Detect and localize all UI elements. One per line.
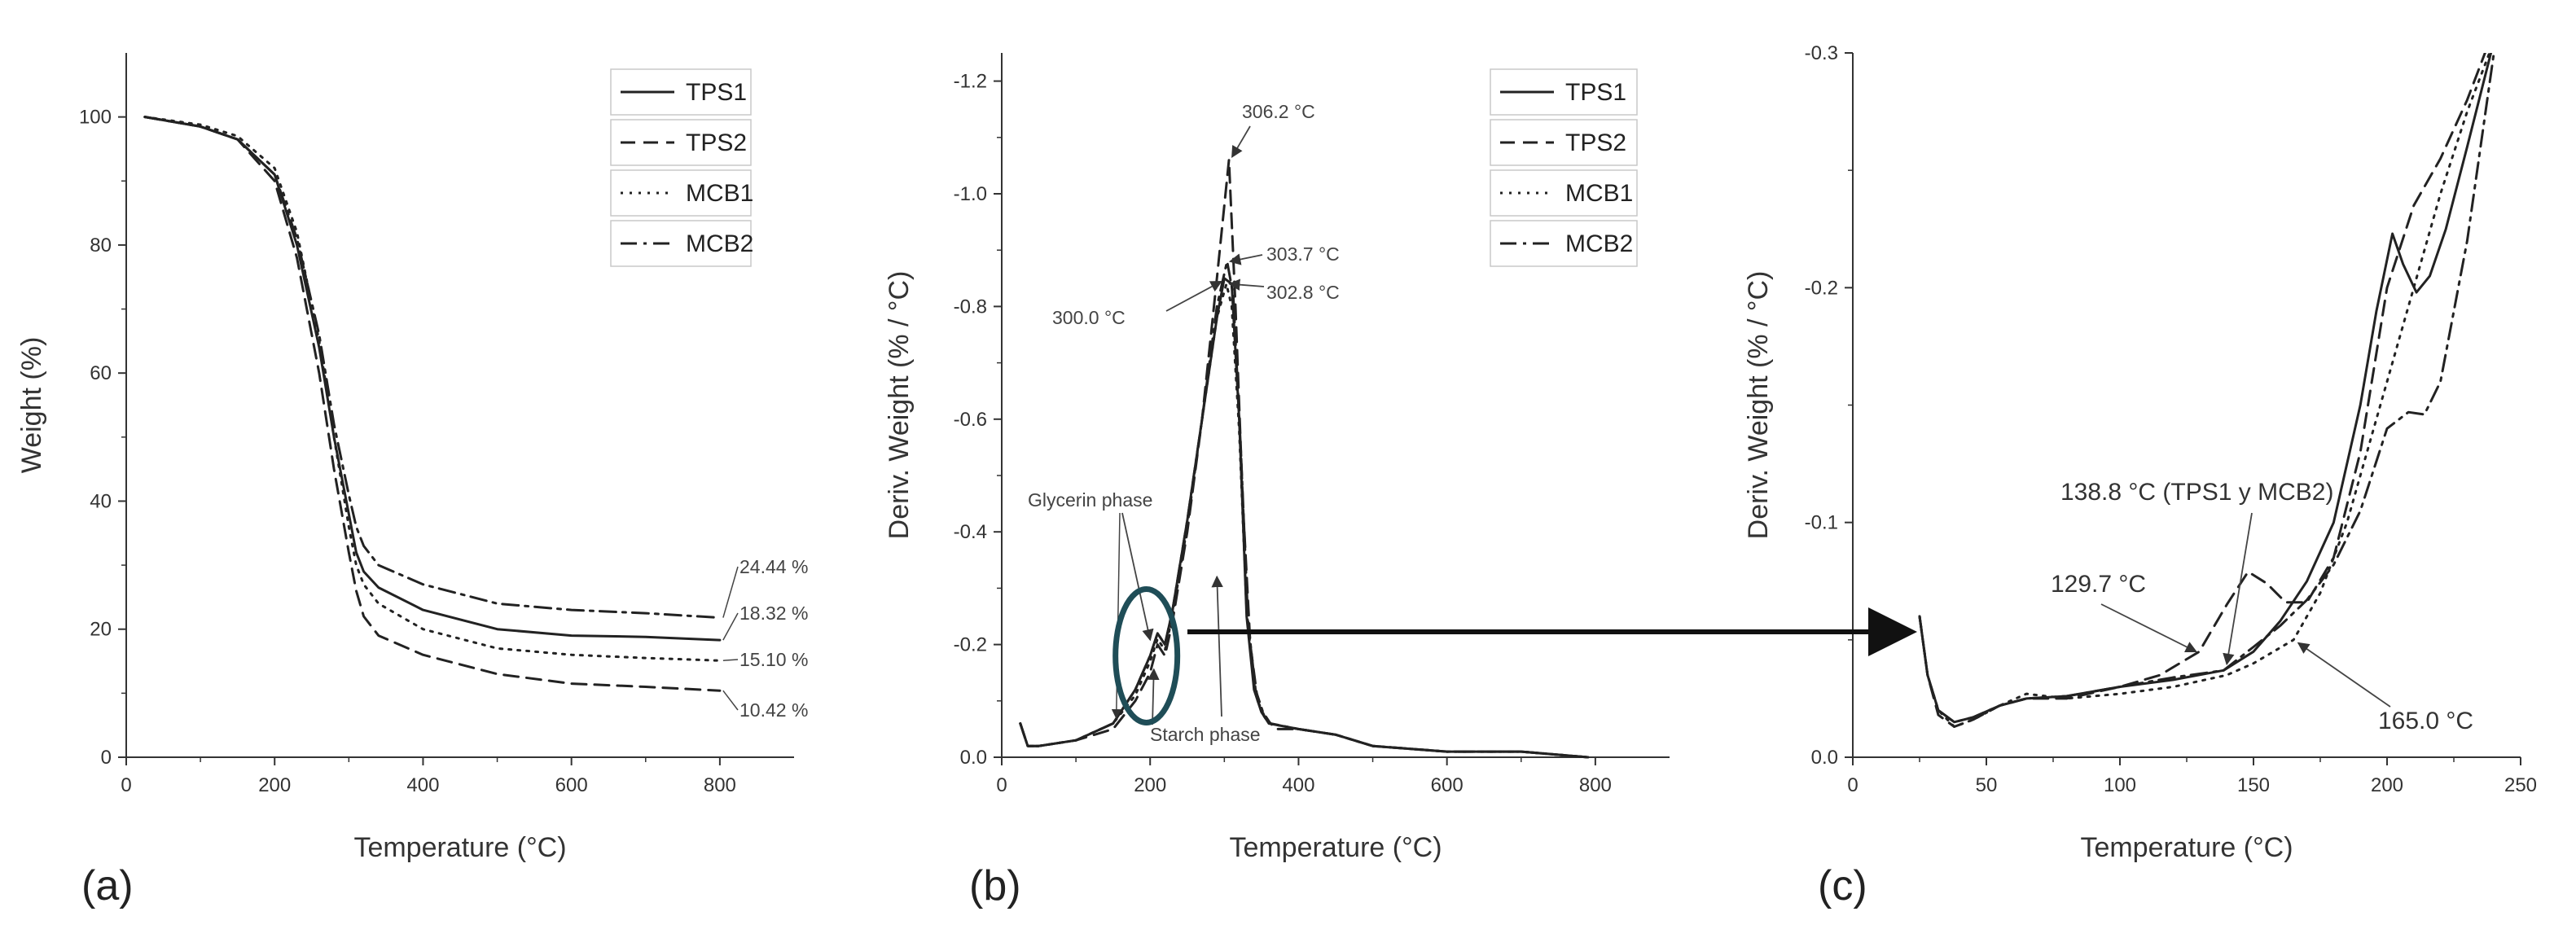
end-value-annotation: 18.32 %	[739, 603, 808, 624]
onset-pointer-tps1-mcb2	[2223, 512, 2253, 666]
onset-annotation-tps1-mcb2: 138.8 °C (TPS1 y MCB2)	[2060, 479, 2333, 506]
peak-pointer-mcb2	[1228, 253, 1263, 265]
panel-a: 0 200 400 600 800 0 20 40 60 80 100 Temperature (°C…	[16, 53, 808, 910]
annotation-leader	[722, 612, 739, 641]
panel-c: 0 50 100 150 200 250 0.0 -0.1 -0.2 -0.3 Temperatur…	[1743, 42, 2537, 910]
y-tick-label: 100	[79, 107, 112, 129]
series-line-tps2	[143, 116, 722, 692]
peak-pointer-mcb1	[1228, 278, 1265, 291]
legend-label-mcb2: MCB2	[686, 230, 753, 257]
end-value-annotation: 15.10 %	[739, 649, 808, 670]
series-line-mcb1	[1019, 283, 1590, 759]
y-tick-label: 40	[90, 490, 112, 512]
onset-annotation-tps2: 129.7 °C	[2051, 571, 2146, 598]
x-tick-label: 150	[2237, 774, 2270, 796]
onset-pointer-mcb1	[2297, 642, 2391, 708]
starch-pointer-2	[1148, 668, 1160, 725]
legend-label-mcb1: MCB1	[1565, 180, 1633, 207]
y-tick-label: 20	[90, 619, 112, 641]
legend-label-tps1: TPS1	[686, 79, 747, 106]
y-tick-label: -0.2	[1805, 277, 1838, 299]
y-tick-label: -1.2	[954, 71, 987, 93]
x-tick-label: 100	[2104, 774, 2136, 796]
series-line-mcb1	[1918, 53, 2491, 728]
legend-label-tps2: TPS2	[686, 129, 747, 156]
annotation-leader	[722, 566, 739, 618]
y-tick-label: -1.0	[954, 183, 987, 205]
series-line-mcb2	[1918, 53, 2495, 724]
x-tick-label: 800	[1579, 774, 1612, 796]
onset-pointer-tps2	[2100, 603, 2198, 653]
panel-label: (a)	[81, 862, 134, 910]
x-tick-label: 800	[704, 774, 736, 796]
y-axis-label: Weight (%)	[16, 337, 47, 474]
y-axis-label: Deriv. Weight (% / °C)	[884, 271, 915, 540]
x-tick-label: 200	[2371, 774, 2403, 796]
peak-pointer-tps1	[1165, 280, 1222, 312]
legend-entry-box	[610, 169, 752, 217]
x-tick-label: 200	[258, 774, 291, 796]
x-tick-label: 0	[121, 774, 131, 796]
y-tick-label: -0.1	[1805, 512, 1838, 534]
peak-pointer-tps2	[1231, 125, 1251, 159]
x-tick-label: 0	[996, 774, 1007, 796]
x-axis-label: Temperature (°C)	[353, 832, 566, 863]
series-line-mcb2	[143, 116, 722, 620]
peak-annotation-tps2: 306.2 °C	[1242, 101, 1315, 122]
y-tick-label: 80	[90, 234, 112, 256]
y-tick-label: -0.6	[954, 409, 987, 431]
x-axis-label: Temperature (°C)	[1229, 832, 1442, 863]
legend-label-mcb2: MCB2	[1565, 230, 1633, 257]
y-tick-label: -0.2	[954, 634, 987, 656]
glycerin-pointer-1	[1121, 512, 1154, 642]
starch-phase-label: Starch phase	[1150, 724, 1261, 745]
y-tick-label: -0.8	[954, 296, 987, 318]
panel-label: (c)	[1818, 862, 1867, 910]
series-line-tps2	[1918, 53, 2486, 728]
y-tick-label: 0	[101, 747, 112, 769]
legend-entry-box	[1490, 169, 1638, 217]
x-tick-label: 50	[1976, 774, 1998, 796]
peak-annotation-tps1: 300.0 °C	[1052, 307, 1126, 328]
annotation-leader	[722, 690, 739, 711]
end-value-annotation: 10.42 %	[739, 699, 808, 721]
y-tick-label: 0.0	[1811, 747, 1838, 769]
y-axis-label: Deriv. Weight (% / °C)	[1743, 271, 1774, 540]
x-tick-label: 250	[2504, 774, 2537, 796]
y-tick-label: 0.0	[960, 747, 987, 769]
starch-pointer	[1211, 575, 1223, 717]
legend-label-tps1: TPS1	[1565, 79, 1626, 106]
x-tick-label: 200	[1134, 774, 1166, 796]
panel-c-series	[1918, 53, 2495, 728]
x-tick-label: 600	[1431, 774, 1464, 796]
panel-label: (b)	[969, 862, 1021, 910]
zoom-highlight-ellipse	[1112, 585, 1181, 725]
series-line-tps1	[1918, 53, 2493, 724]
glycerin-phase-label: Glycerin phase	[1028, 489, 1152, 511]
y-tick-label: -0.4	[954, 521, 987, 543]
y-tick-label: 60	[90, 362, 112, 384]
x-tick-label: 0	[1847, 774, 1858, 796]
x-tick-label: 400	[406, 774, 439, 796]
y-tick-label: -0.3	[1805, 42, 1838, 64]
x-tick-label: 600	[555, 774, 588, 796]
series-line-mcb1	[143, 116, 722, 662]
peak-annotation-mcb1: 302.8 °C	[1266, 282, 1340, 303]
end-value-annotation: 24.44 %	[739, 556, 808, 577]
onset-annotation-mcb1: 165.0 °C	[2378, 708, 2473, 734]
x-tick-label: 400	[1282, 774, 1314, 796]
peak-annotation-mcb2: 303.7 °C	[1266, 243, 1340, 265]
series-line-tps1	[1019, 277, 1590, 759]
panel-b: 0 200 400 600 800 0.0 -0.2 -0.4 -0.6 -0.8 -1.0 -1.2…	[884, 53, 1670, 910]
x-axis-label: Temperature (°C)	[2080, 832, 2293, 863]
legend-label-tps2: TPS2	[1565, 129, 1626, 156]
legend-label-mcb1: MCB1	[686, 180, 753, 207]
